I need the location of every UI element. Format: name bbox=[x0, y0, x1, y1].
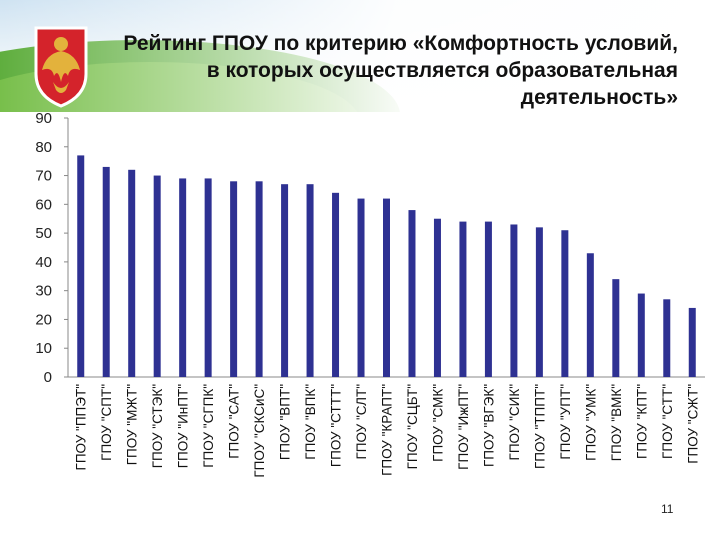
bar bbox=[357, 198, 365, 377]
slide-title: Рейтинг ГПОУ по критерию «Комфортность у… bbox=[123, 32, 678, 109]
bar bbox=[535, 227, 543, 377]
x-tick-label: ГПОУ "ППЭТ" bbox=[74, 384, 89, 471]
bar bbox=[586, 253, 594, 377]
y-tick-label: 0 bbox=[44, 369, 52, 386]
y-tick-label: 50 bbox=[35, 225, 52, 242]
header-background bbox=[0, 0, 720, 112]
x-tick-label: ГПОУ "СЛТ" bbox=[354, 384, 369, 460]
komi-coat-of-arms-icon bbox=[34, 26, 88, 108]
bar bbox=[637, 293, 645, 377]
x-tick-label: ГПОУ "СЦБТ" bbox=[405, 384, 420, 470]
bar bbox=[204, 178, 212, 377]
y-tick-label: 20 bbox=[35, 311, 52, 328]
bar bbox=[510, 224, 518, 377]
x-tick-label: ГПОУ "КРАПТ" bbox=[380, 384, 395, 476]
bar bbox=[663, 299, 671, 377]
x-tick-label: ГПОУ "ИнПТ" bbox=[176, 384, 191, 468]
bar bbox=[179, 178, 187, 377]
x-tick-label: ГПОУ "СЖТ" bbox=[685, 384, 700, 464]
bar bbox=[77, 155, 85, 377]
x-tick-label: ГПОУ "СМК" bbox=[430, 384, 445, 462]
y-tick-label: 70 bbox=[35, 168, 52, 185]
x-tick-label: ГПОУ "КПТ" bbox=[634, 384, 649, 459]
x-tick-label: ГПОУ "САТ" bbox=[227, 384, 242, 459]
bar bbox=[459, 221, 467, 377]
x-tick-label: ГПОУ "СТТТ" bbox=[329, 384, 344, 467]
x-tick-label: ГПОУ "СГПК" bbox=[201, 384, 216, 468]
x-tick-label: ГПОУ "МЖТ" bbox=[125, 384, 140, 465]
bar bbox=[484, 221, 492, 377]
y-tick-label: 10 bbox=[35, 340, 52, 357]
x-tick-label: ГПОУ "ТППТ" bbox=[532, 384, 547, 469]
x-tick-label: ГПОУ "ВПТ" bbox=[278, 384, 293, 460]
bar bbox=[153, 175, 161, 377]
bar bbox=[230, 181, 238, 377]
x-tick-label: ГПОУ "ВГЭК" bbox=[481, 384, 496, 467]
bar bbox=[433, 218, 441, 377]
bar bbox=[102, 166, 110, 377]
x-tick-label: ГПОУ "ВМК" bbox=[609, 384, 624, 461]
bar bbox=[408, 210, 416, 377]
x-tick-label: ГПОУ "СИК" bbox=[507, 384, 522, 461]
bar bbox=[332, 192, 340, 377]
x-tick-label: ГПОУ "УМК" bbox=[583, 384, 598, 461]
x-tick-label: ГПОУ "ИжПТ" bbox=[456, 384, 471, 470]
bar bbox=[255, 181, 263, 377]
x-tick-label: ГПОУ "СКСиС" bbox=[252, 384, 267, 478]
bar bbox=[306, 184, 314, 377]
bar bbox=[561, 230, 569, 377]
x-tick-label: ГПОУ "ВПК" bbox=[303, 384, 318, 460]
page-number: 11 bbox=[661, 502, 674, 516]
x-tick-label: ГПОУ "СТЭК" bbox=[150, 384, 165, 468]
x-tick-label: ГПОУ "СТТ" bbox=[660, 384, 675, 459]
y-tick-label: 90 bbox=[35, 110, 52, 127]
bar bbox=[128, 169, 136, 377]
y-tick-label: 80 bbox=[35, 139, 52, 156]
x-tick-label: ГПОУ "УПТ" bbox=[558, 384, 573, 460]
header-fade bbox=[0, 0, 720, 112]
bar bbox=[383, 198, 390, 377]
bar bbox=[612, 279, 620, 377]
x-tick-label: ГПОУ "СПТ" bbox=[99, 384, 114, 461]
y-tick-label: 30 bbox=[35, 283, 52, 300]
bar bbox=[281, 184, 289, 377]
y-tick-label: 40 bbox=[35, 254, 52, 271]
bar bbox=[688, 307, 696, 377]
y-tick-label: 60 bbox=[35, 196, 52, 213]
